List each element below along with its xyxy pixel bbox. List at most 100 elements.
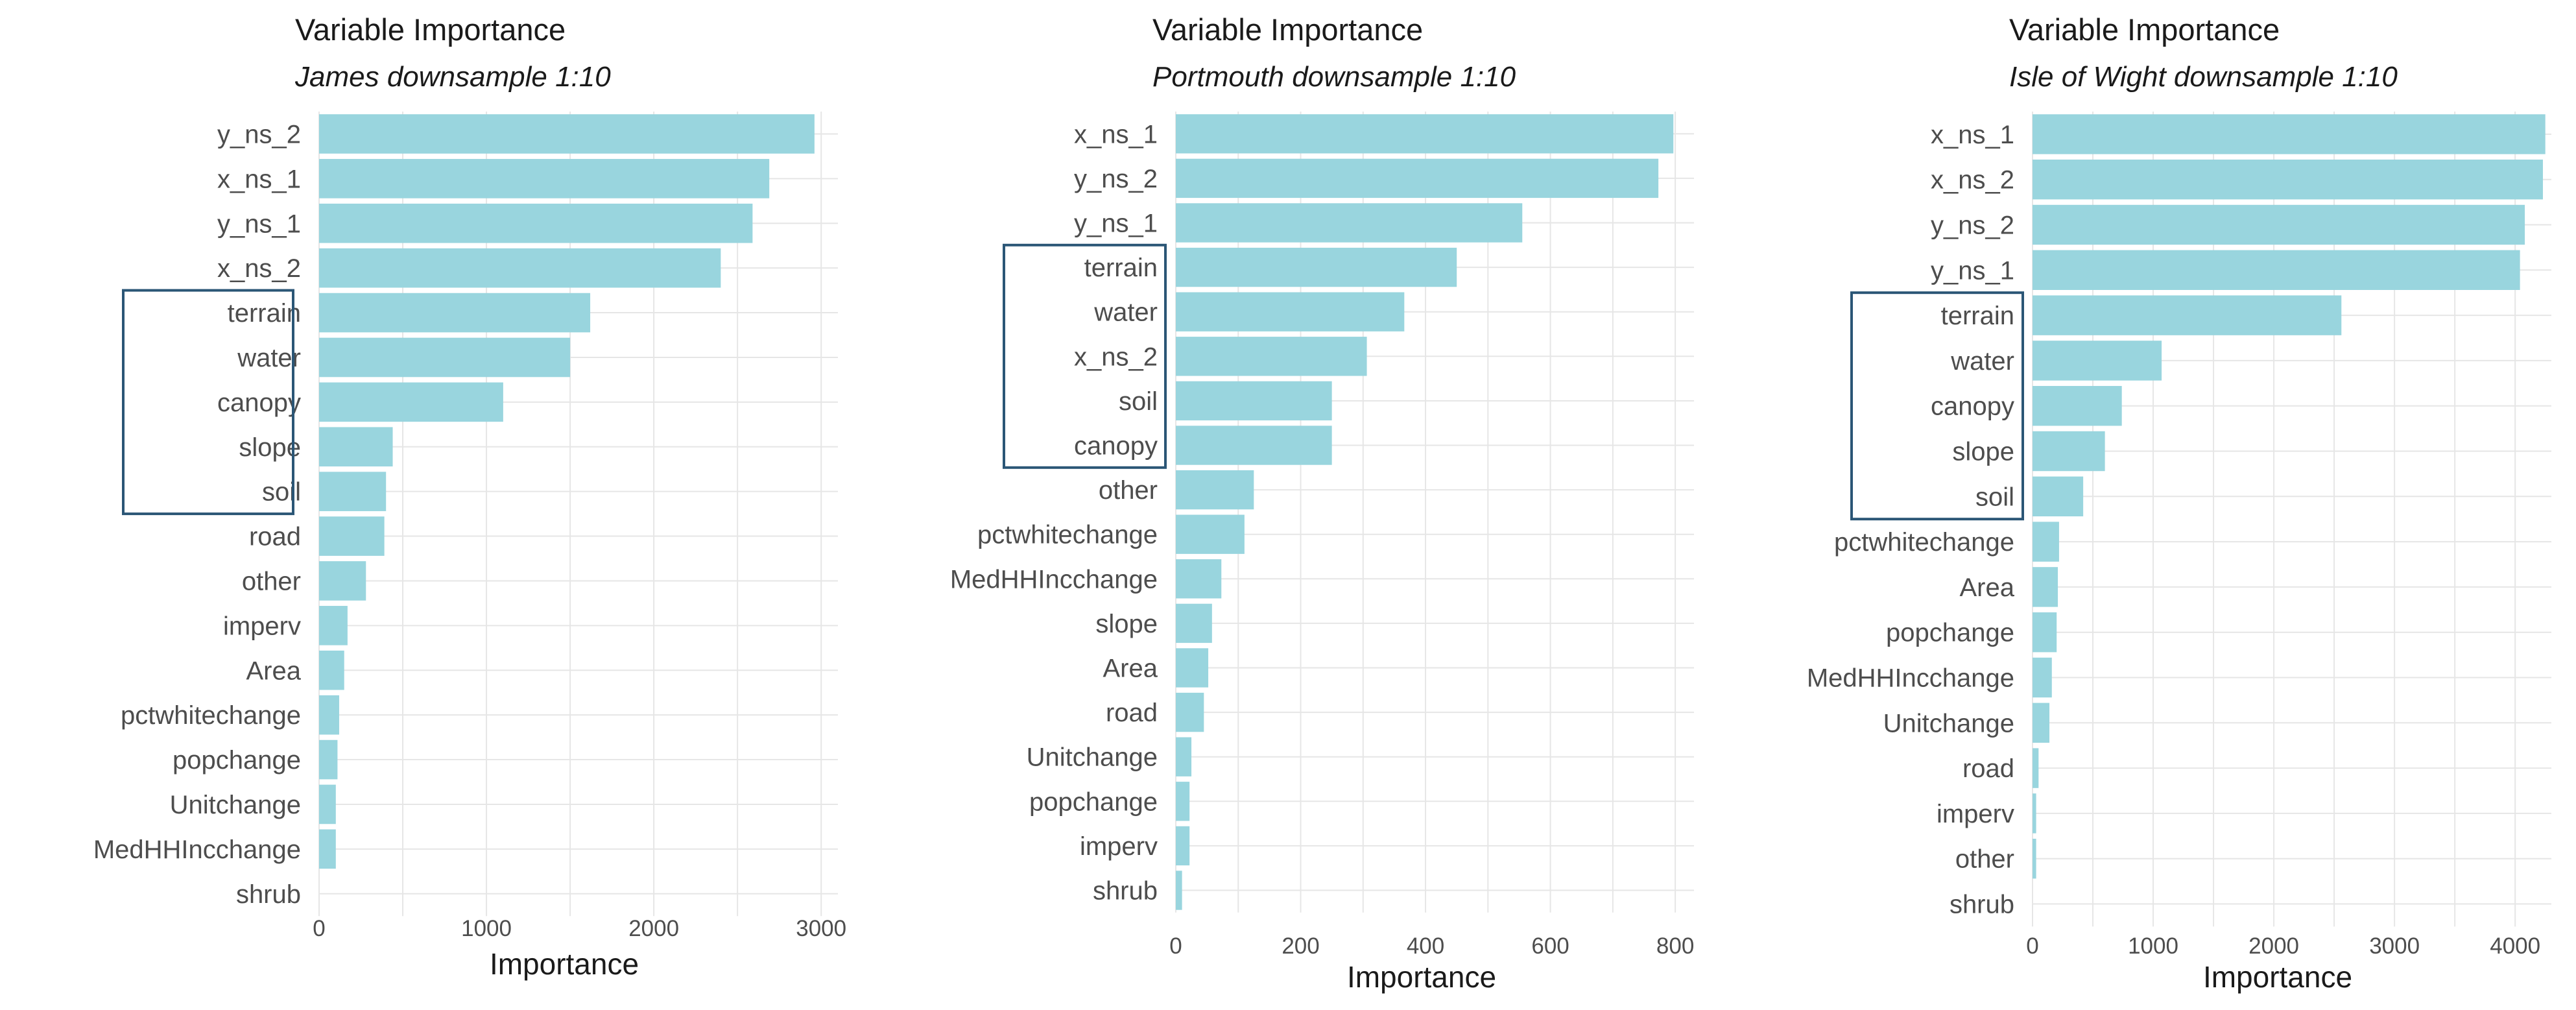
- x-tick-label: 3000: [796, 916, 846, 941]
- bar-x_ns_2: [2033, 159, 2543, 200]
- y-tick-label: Unitchange: [1027, 743, 1158, 772]
- highlight-box: [122, 289, 294, 516]
- y-tick-label: y_ns_2: [1074, 165, 1158, 193]
- y-tick-label: x_ns_1: [1931, 121, 2014, 149]
- bar-y_ns_1: [319, 203, 753, 243]
- bar-soil: [2033, 476, 2084, 517]
- y-tick-label: pctwhitechange: [1834, 528, 2014, 557]
- bar-road: [1176, 692, 1204, 732]
- x-tick-label: 600: [1531, 933, 1569, 959]
- bar-terrain: [319, 293, 591, 333]
- y-tick-label: x_ns_2: [1931, 166, 2014, 195]
- y-tick-label: water: [1093, 298, 1158, 327]
- bar-popchange: [2033, 612, 2057, 653]
- y-tick-label: road: [249, 523, 301, 551]
- x-tick-label: 4000: [2490, 933, 2540, 959]
- y-tick-label: water: [1950, 347, 2014, 376]
- bar-x_ns_2: [319, 248, 721, 288]
- x-tick-label: 3000: [2369, 933, 2420, 959]
- bar-Area: [2033, 567, 2058, 607]
- y-tick-label: x_ns_1: [1074, 120, 1158, 149]
- y-tick-label: Unitchange: [170, 791, 301, 819]
- bar-soil: [1176, 381, 1332, 421]
- bar-canopy: [1176, 426, 1332, 465]
- y-tick-label: slope: [1095, 610, 1158, 638]
- panel-james: Variable Importance James downsample 1:1…: [93, 12, 846, 981]
- bar-other: [1176, 470, 1254, 510]
- bar-pctwhitechange: [319, 695, 339, 735]
- bar-slope: [1176, 603, 1212, 643]
- y-tick-label: pctwhitechange: [121, 701, 301, 730]
- highlight-box: [1850, 291, 2024, 521]
- panel-title: Variable Importance: [2009, 12, 2280, 47]
- y-tick-label: terrain: [1084, 254, 1158, 282]
- bar-road: [319, 516, 385, 556]
- bar-x_ns_1: [2033, 114, 2546, 154]
- x-tick-label: 1000: [2128, 933, 2178, 959]
- y-tick-label: popchange: [1886, 619, 2014, 647]
- y-tick-label: road: [1962, 754, 2014, 783]
- bar-x_ns_1: [319, 159, 770, 198]
- bar-x_ns_1: [1176, 114, 1674, 154]
- y-tick-label: pctwhitechange: [977, 521, 1158, 549]
- y-tick-label: x_ns_1: [217, 165, 301, 193]
- bar-shrub: [1176, 871, 1182, 910]
- x-tick-label: 0: [2026, 933, 2038, 959]
- y-tick-label: Area: [246, 656, 302, 685]
- bar-y_ns_2: [1176, 158, 1659, 198]
- y-tick-label: road: [1106, 699, 1158, 727]
- x-axis-label: Importance: [2203, 960, 2352, 994]
- y-tick-label: canopy: [217, 389, 301, 417]
- bar-Unitchange: [1176, 737, 1192, 776]
- x-tick-label: 1000: [461, 916, 512, 941]
- bar-other: [2033, 838, 2036, 879]
- bar-MedHHIncchange: [2033, 657, 2052, 698]
- y-tick-label: y_ns_2: [1931, 211, 2014, 240]
- bar-x_ns_2: [1176, 337, 1367, 376]
- bar-y_ns_2: [319, 114, 815, 154]
- bar-water: [319, 337, 571, 378]
- y-tick-label: soil: [1975, 483, 2014, 511]
- bar-other: [319, 561, 366, 601]
- y-tick-label: Area: [1103, 655, 1158, 683]
- y-tick-label: other: [1955, 845, 2014, 874]
- panel-isle-of-wight: Variable Importance Isle of Wight downsa…: [1807, 12, 2551, 994]
- bar-popchange: [319, 739, 338, 780]
- bar-popchange: [1176, 782, 1190, 821]
- y-tick-label: Unitchange: [1883, 709, 2014, 738]
- y-tick-label: MedHHIncchange: [1807, 664, 2014, 693]
- y-tick-label: x_ns_2: [1074, 343, 1158, 371]
- x-tick-label: 200: [1282, 933, 1319, 959]
- y-tick-label: y_ns_1: [217, 210, 301, 238]
- bar-pctwhitechange: [2033, 522, 2059, 562]
- bar-Area: [1176, 648, 1209, 688]
- x-tick-label: 0: [313, 916, 325, 941]
- y-tick-label: canopy: [1074, 432, 1158, 461]
- y-tick-label: soil: [262, 478, 301, 507]
- bar-canopy: [319, 382, 503, 422]
- y-tick-label: shrub: [1093, 877, 1158, 906]
- x-tick-label: 0: [1169, 933, 1182, 959]
- y-tick-label: slope: [239, 433, 301, 462]
- x-tick-label: 2000: [2248, 933, 2299, 959]
- bar-slope: [319, 427, 393, 467]
- panel-subtitle: James downsample 1:10: [294, 61, 611, 93]
- y-tick-label: y_ns_1: [1931, 256, 2014, 285]
- y-tick-label: soil: [1119, 387, 1158, 416]
- bar-soil: [319, 472, 387, 511]
- bar-pctwhitechange: [1176, 514, 1245, 554]
- y-tick-label: canopy: [1931, 392, 2014, 421]
- y-tick-label: x_ns_2: [217, 254, 301, 283]
- panel-subtitle: Portmouth downsample 1:10: [1152, 61, 1516, 93]
- bar-water: [1176, 292, 1405, 331]
- y-tick-label: MedHHIncchange: [950, 565, 1158, 594]
- bar-y_ns_1: [2033, 250, 2520, 291]
- y-tick-label: imperv: [1080, 832, 1158, 861]
- panel-title: Variable Importance: [295, 12, 566, 47]
- x-tick-label: 400: [1407, 933, 1444, 959]
- bar-imperv: [1176, 826, 1190, 866]
- x-axis-label: Importance: [1347, 960, 1496, 994]
- y-tick-label: popchange: [173, 746, 301, 775]
